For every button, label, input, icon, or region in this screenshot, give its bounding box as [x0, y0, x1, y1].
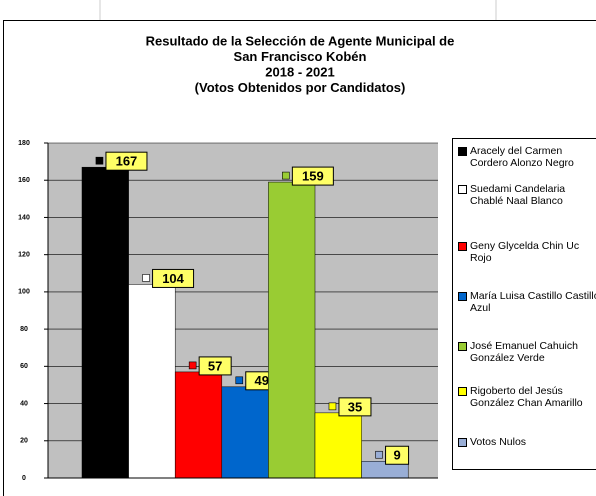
y-tick-label: 20 [20, 438, 28, 445]
label-box [152, 268, 195, 288]
legend-swatch [458, 387, 467, 396]
legend-item: Aracely del Carmen Cordero Alonzo Negro [458, 145, 596, 169]
bar [268, 181, 316, 479]
data-label: 35 [348, 399, 362, 414]
chart-title: Resultado de la Selección de Agente Muni… [146, 33, 455, 48]
label-box [385, 445, 410, 465]
legend-label: Suedami Candelaria Chablé Naal Blanco [470, 183, 566, 207]
label-box [291, 166, 334, 186]
legend-label: Aracely del Carmen Cordero Alonzo Negro [470, 145, 574, 169]
label-box [198, 356, 232, 376]
legend-swatch [458, 147, 467, 156]
legend-item: Geny Glycelda Chin Uc Rojo [458, 240, 596, 264]
bar [128, 284, 176, 479]
data-label: 49 [255, 373, 269, 388]
label-marker [95, 156, 104, 165]
legend-swatch [458, 242, 467, 251]
legend-item: José Emanuel Cahuich González Verde [458, 340, 596, 364]
y-tick-label: 140 [18, 214, 30, 221]
y-tick-label: 120 [18, 252, 30, 259]
label-marker [142, 274, 150, 282]
data-label: 159 [302, 169, 324, 184]
legend-swatch [458, 342, 467, 351]
sheet-strip [0, 0, 596, 20]
y-tick-label: 180 [18, 140, 30, 147]
legend-swatch [458, 185, 467, 194]
y-tick-label: 100 [18, 289, 30, 296]
legend-swatch [458, 292, 467, 301]
label-marker [328, 402, 337, 411]
legend-item: Votos Nulos [458, 436, 596, 448]
chart-title: (Votos Obtenidos por Candidatos) [195, 80, 406, 95]
legend-label: Geny Glycelda Chin Uc Rojo [470, 240, 580, 264]
label-marker [188, 361, 197, 370]
data-label: 167 [116, 154, 138, 169]
legend-label: Rigoberto del Jesús González Chan Amaril… [470, 385, 583, 409]
y-tick-label: 80 [20, 326, 28, 333]
label-marker [375, 450, 383, 459]
bar [174, 371, 223, 479]
label-box [105, 151, 148, 171]
bar [81, 166, 129, 479]
data-label: 57 [208, 358, 222, 373]
legend-item: María Luisa Castillo Castillo Azul [458, 290, 596, 314]
chart-title: San Francisco Kobén [234, 49, 367, 64]
y-tick-label: 60 [20, 363, 28, 370]
legend [452, 138, 596, 470]
legend-item: Rigoberto del Jesús González Chan Amaril… [458, 385, 596, 409]
legend-label: José Emanuel Cahuich González Verde [470, 340, 578, 364]
data-label: 9 [393, 448, 400, 463]
legend-swatch [458, 438, 467, 447]
bar [221, 386, 269, 479]
label-marker [235, 376, 244, 385]
label-marker [282, 171, 290, 180]
legend-item: Suedami Candelaria Chablé Naal Blanco [458, 183, 596, 207]
bar [314, 412, 362, 479]
y-tick-label: 160 [18, 177, 30, 184]
y-tick-label: 40 [20, 400, 28, 407]
legend-label: María Luisa Castillo Castillo Azul [470, 290, 596, 314]
label-box [338, 397, 372, 417]
y-tick-label: 0 [22, 475, 26, 482]
legend-label: Votos Nulos [470, 436, 527, 448]
chart-title: 2018 - 2021 [265, 64, 334, 79]
data-label: 104 [162, 271, 184, 286]
